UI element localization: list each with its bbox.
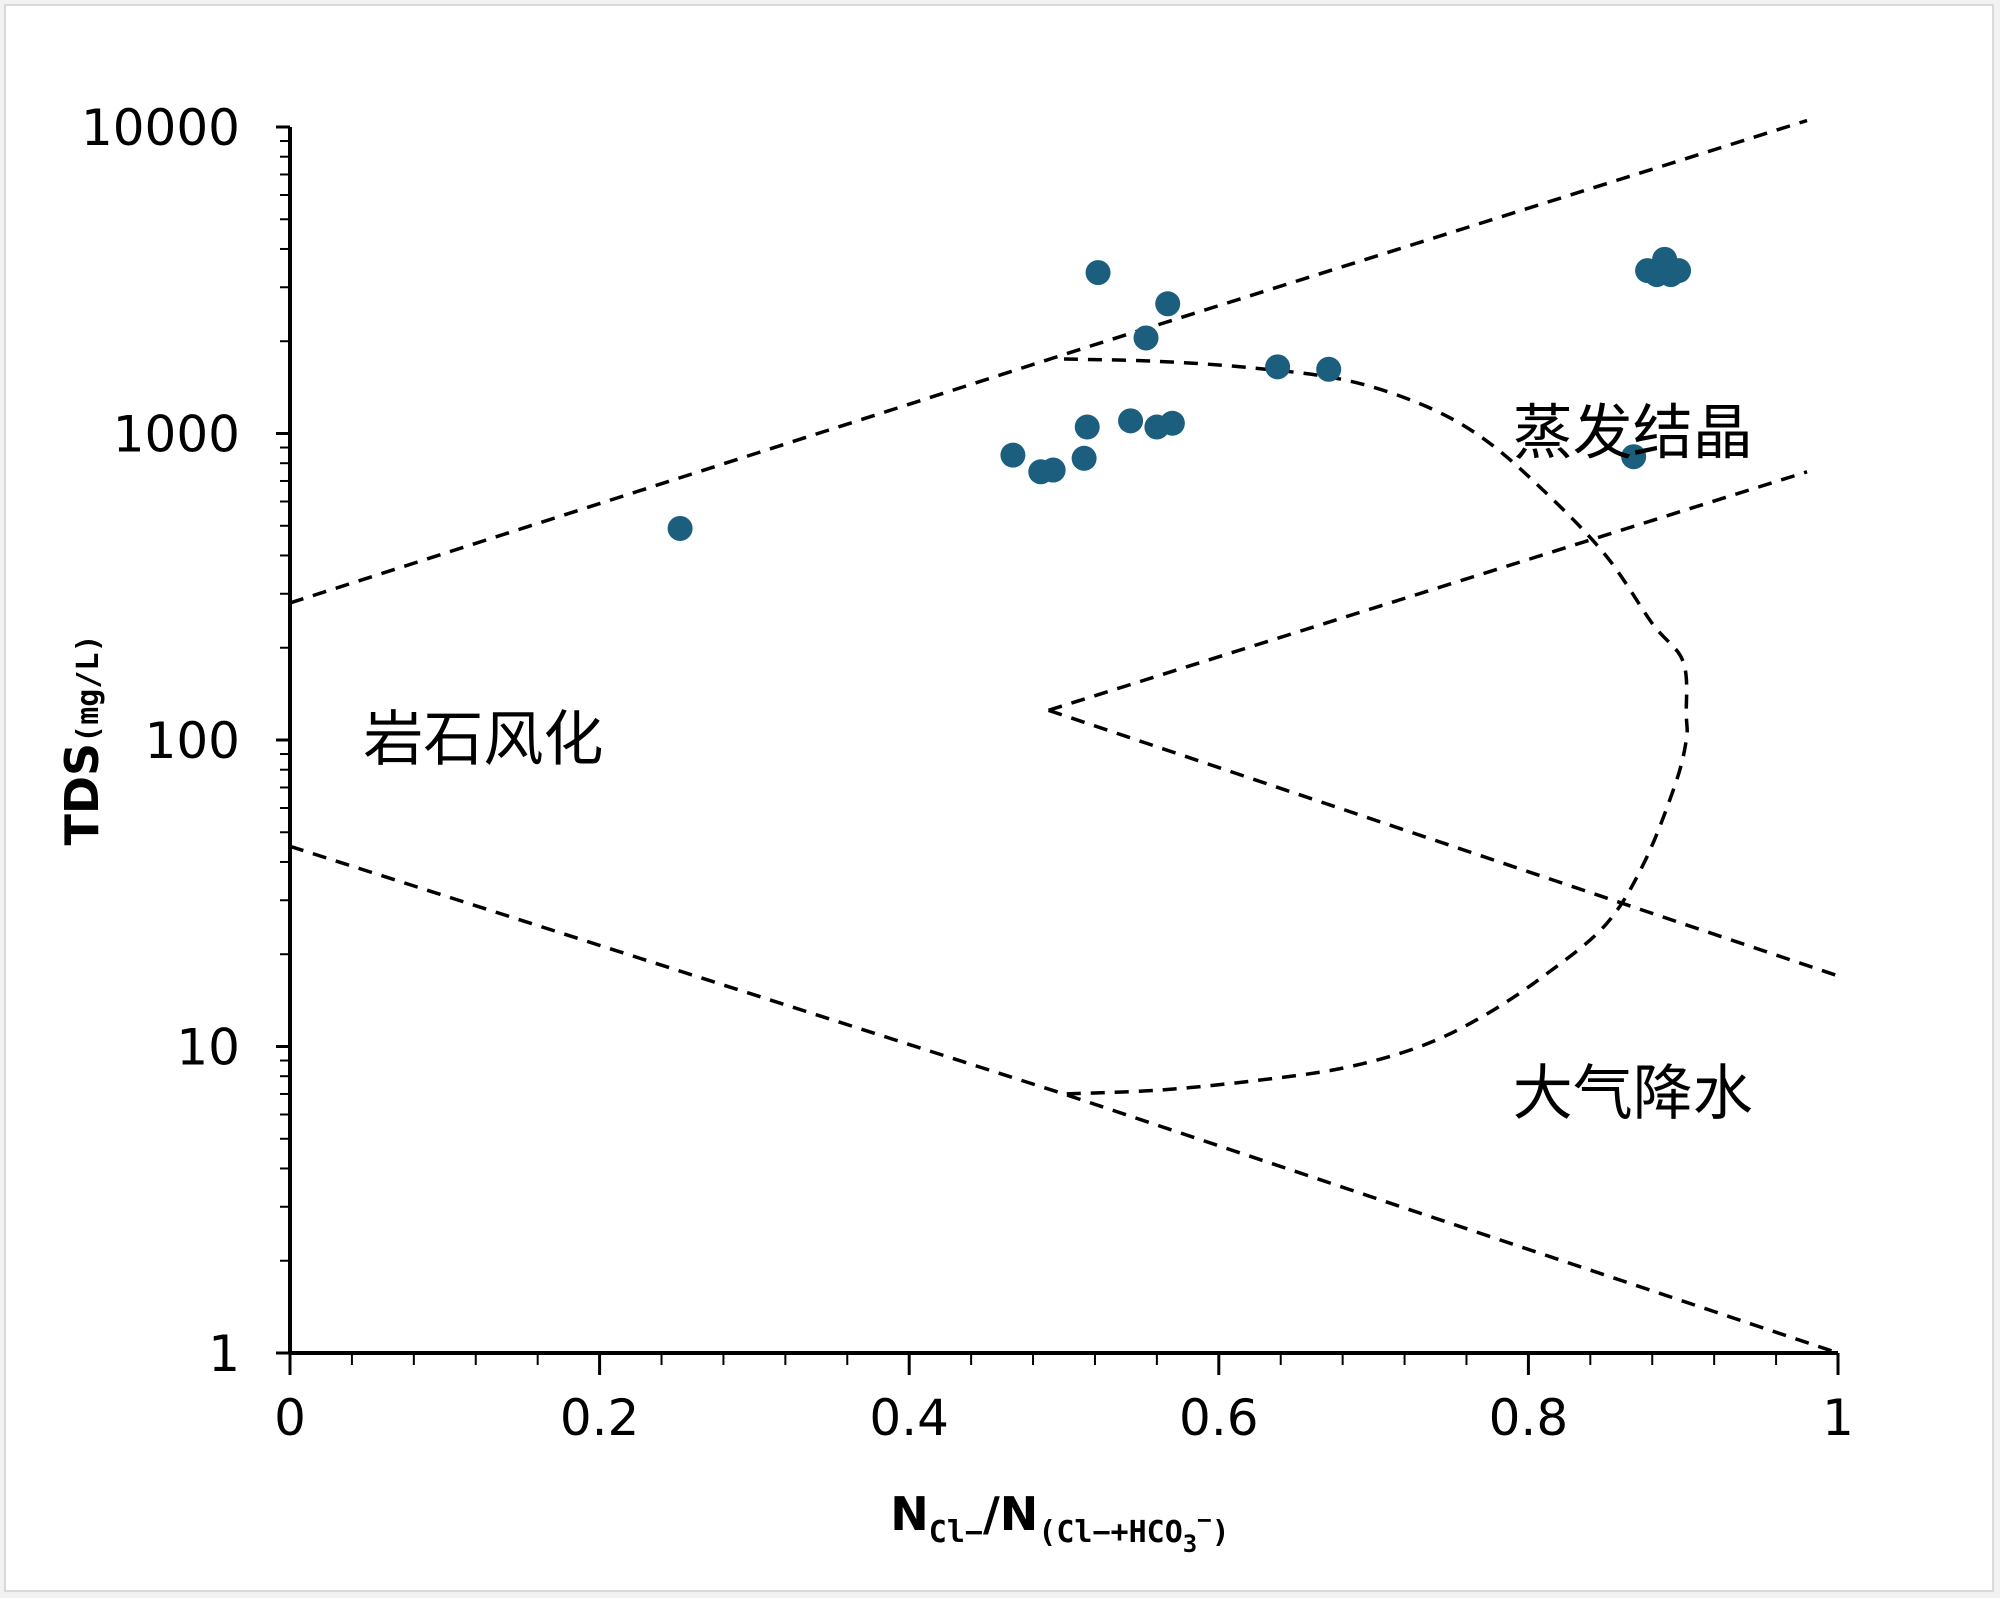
x-axis-title-sep: /N: [983, 1487, 1038, 1541]
y-axis-title: TDS(mg/L): [55, 634, 109, 845]
region-label: 岩石风化: [363, 705, 603, 775]
lower-line: [289, 844, 1839, 1355]
svg-text:TDS(mg/L): TDS(mg/L): [55, 634, 109, 845]
region-label: 蒸发结晶: [1513, 399, 1753, 469]
data-point: [1133, 325, 1159, 351]
region-label: 大气降水: [1513, 1059, 1753, 1129]
x-tick-label: 0.4: [869, 1389, 949, 1447]
y-tick-label: 1000: [113, 406, 240, 464]
y-axis-title-main: TDS: [55, 743, 109, 846]
boundary-lines: [289, 118, 1839, 1355]
y-axis-title-unit: (mg/L): [71, 634, 106, 742]
inner-upper-line: [1047, 470, 1808, 712]
x-tick-label: 0: [274, 1389, 306, 1447]
data-point: [1265, 354, 1291, 380]
inner-lower-line: [1047, 708, 1839, 978]
x-tick-label: 0.6: [1179, 1389, 1259, 1447]
x-tick-label: 0.8: [1489, 1389, 1569, 1447]
data-point: [667, 515, 693, 541]
y-tick-label: 100: [145, 712, 240, 770]
data-point: [1071, 445, 1097, 471]
svg-text:NCl−/N(Cl−+HCO3−): NCl−/N(Cl−+HCO3−): [890, 1487, 1229, 1558]
y-tick-label: 10000: [81, 99, 240, 157]
data-point: [1085, 260, 1111, 286]
y-tick-label: 1: [208, 1325, 240, 1383]
y-tick-label: 10: [176, 1019, 240, 1077]
x-axis-title-sub2: (Cl−+HCO: [1038, 1515, 1183, 1550]
data-point: [1666, 258, 1692, 284]
x-axis-title: NCl−/N(Cl−+HCO3−): [890, 1487, 1229, 1558]
tick-labels: 0 0.2 0.4 0.6 0.8 1 1 10 100 1000 10000: [81, 99, 1854, 1447]
data-points: [667, 246, 1692, 541]
x-tick-label: 0.2: [560, 1389, 640, 1447]
data-point: [1074, 414, 1100, 440]
data-point: [1316, 356, 1342, 382]
data-point: [1155, 291, 1181, 317]
data-point: [1621, 444, 1647, 470]
x-axis-title-sub1: Cl−: [929, 1515, 983, 1550]
x-axis-title-close: ): [1212, 1515, 1230, 1550]
upper-line: [289, 118, 1808, 605]
data-point: [1000, 442, 1026, 468]
x-axis-title-sup: −: [1197, 1506, 1211, 1534]
ticks: [276, 125, 1840, 1375]
data-point: [1118, 408, 1144, 434]
envelope-curve: [1063, 357, 1689, 1096]
x-axis-title-sub3: 3: [1183, 1530, 1197, 1558]
x-tick-label: 1: [1822, 1389, 1854, 1447]
data-point: [1159, 410, 1185, 436]
x-axis-title-n1: N: [890, 1487, 929, 1541]
data-point: [1040, 457, 1066, 483]
